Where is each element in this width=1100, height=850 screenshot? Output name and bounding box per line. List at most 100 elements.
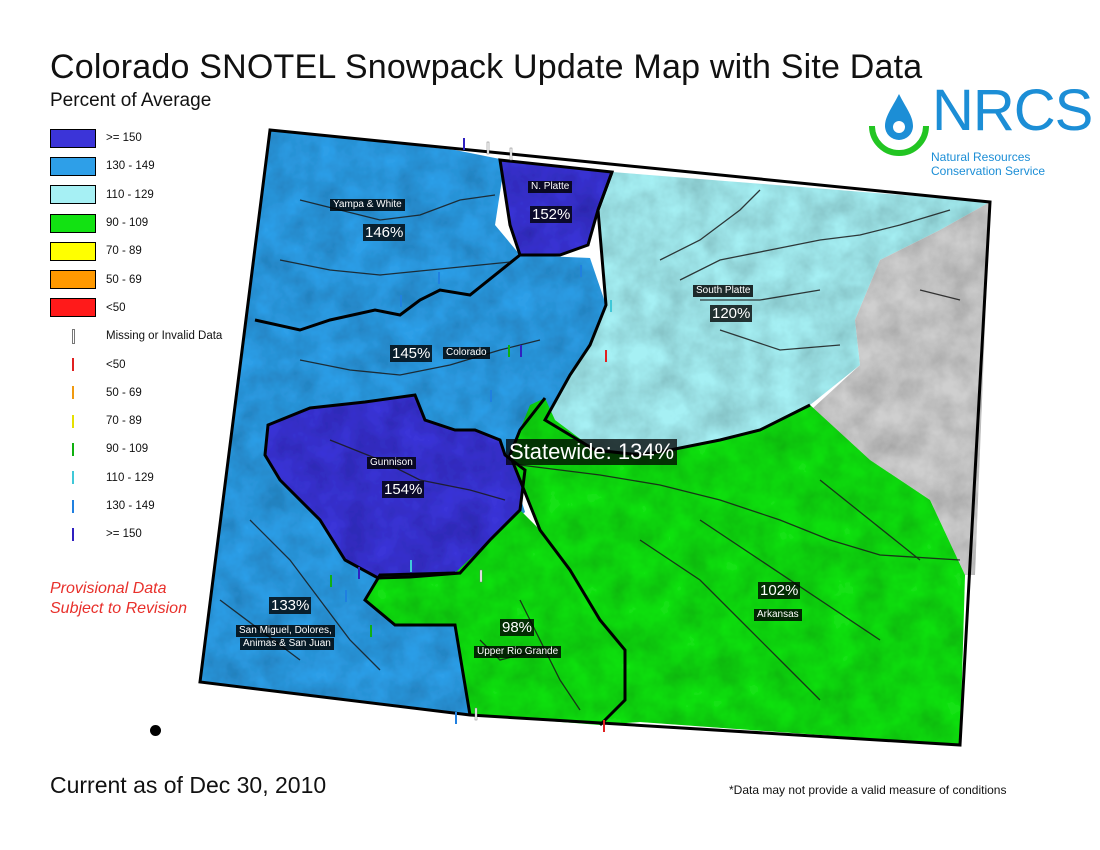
legend-basin-row: 50 - 69 xyxy=(50,265,260,293)
legend-label: 130 - 149 xyxy=(106,500,155,512)
basin-pct-gunnison: 154% xyxy=(382,481,425,498)
site-marker xyxy=(400,295,402,307)
basin-boundaries xyxy=(198,128,992,747)
site-marker xyxy=(479,569,483,583)
legend-site-row: Missing or Invalid Data xyxy=(50,322,260,350)
legend-basin-row: <50 xyxy=(50,294,260,322)
basin-label-n-platte: N. Platte xyxy=(528,181,573,193)
legend-label: 90 - 109 xyxy=(106,443,149,456)
legend-label: 50 - 69 xyxy=(106,386,142,399)
legend-label: 70 - 89 xyxy=(106,245,142,258)
logo-subtitle-line-2: Conservation Service xyxy=(931,164,1046,178)
site-marker xyxy=(358,567,360,579)
page-title: Colorado SNOTEL Snowpack Update Map with… xyxy=(50,48,923,86)
site-marker xyxy=(490,390,492,402)
site-marker xyxy=(486,141,490,155)
site-marker xyxy=(520,345,522,357)
basin-pct-yampa-white: 146% xyxy=(363,224,406,241)
legend-site-row: <50 xyxy=(50,350,260,378)
legend-site-row: >= 150 xyxy=(50,520,260,548)
site-marker xyxy=(370,625,372,637)
provisional-line-1: Provisional Data xyxy=(50,580,167,597)
site-markers xyxy=(330,138,612,732)
legend-site-row: 50 - 69 xyxy=(50,379,260,407)
legend-basin-row: 70 - 89 xyxy=(50,237,260,265)
site-marker xyxy=(330,575,332,587)
legend-basin-row: 90 - 109 xyxy=(50,209,260,237)
map-legend: >= 150 130 - 149 110 - 129 90 - 109 70 -… xyxy=(50,124,260,548)
water-drop-icon xyxy=(869,94,929,156)
basin-upper-rio-grande xyxy=(365,510,625,725)
site-marker xyxy=(509,147,513,161)
legend-swatch xyxy=(50,241,96,261)
site-marker xyxy=(603,720,605,732)
legend-label: 50 - 69 xyxy=(106,273,142,286)
basin-pct-colorado: 145% xyxy=(390,345,433,362)
site-marker xyxy=(580,265,582,277)
site-tick-icon xyxy=(72,358,74,372)
legend-label: <50 xyxy=(106,358,126,371)
legend-basin-row: 130 - 149 xyxy=(50,152,260,180)
site-tick-icon xyxy=(71,328,75,344)
site-marker xyxy=(605,350,607,362)
site-tick-icon xyxy=(72,442,74,456)
basin-pct-south-platte: 120% xyxy=(710,305,753,322)
logo-wordmark: NRCS xyxy=(932,78,1093,143)
legend-label: <50 xyxy=(106,301,126,314)
legend-site-row: 70 - 89 xyxy=(50,407,260,435)
site-tick-icon xyxy=(72,471,74,485)
legend-label: 90 - 109 xyxy=(106,217,149,230)
basin-pct-upper-rio-grande: 98% xyxy=(500,619,535,636)
site-tick-icon xyxy=(72,499,74,513)
site-tick-icon xyxy=(72,527,74,541)
site-marker xyxy=(474,707,478,721)
legend-swatch xyxy=(50,298,96,318)
basin-arkansas xyxy=(510,398,965,745)
basin-label-upper-rio-grande: Upper Rio Grande xyxy=(474,646,562,658)
basin-label-arkansas: Arkansas xyxy=(754,609,802,621)
statewide-total: Statewide: 134% xyxy=(506,439,678,465)
basin-south-platte xyxy=(545,172,990,455)
site-marker xyxy=(438,272,440,284)
legend-label: 110 - 129 xyxy=(106,471,154,484)
basin-label-colorado: Colorado xyxy=(443,347,490,359)
basin-label-san-miguel-line-2: Animas & San Juan xyxy=(240,638,334,650)
basin-label-south-platte: South Platte xyxy=(693,285,754,297)
provisional-line-2: Subject to Revision xyxy=(50,600,187,617)
basin-pct-san-miguel: 133% xyxy=(269,597,312,614)
basin-label-san-miguel-line-1: San Miguel, Dolores, xyxy=(236,625,335,637)
legend-swatch xyxy=(50,185,96,205)
logo-subtitle: Natural Resources Conservation Service xyxy=(931,150,1045,178)
legend-label: 110 - 129 xyxy=(106,188,154,201)
legend-label: 130 - 149 xyxy=(106,160,155,173)
provisional-note: Provisional Data Subject to Revision xyxy=(50,579,187,619)
current-as-of: Current as of Dec 30, 2010 xyxy=(50,772,327,798)
legend-swatch xyxy=(50,128,96,148)
legend-label: 70 - 89 xyxy=(106,415,142,428)
legend-swatch xyxy=(50,270,96,290)
legend-basin-row: >= 150 xyxy=(50,124,260,152)
data-disclaimer: *Data may not provide a valid measure of… xyxy=(729,783,1007,797)
site-tick-icon xyxy=(72,386,74,400)
legend-site-row: 90 - 109 xyxy=(50,435,260,463)
basin-pct-arkansas: 102% xyxy=(758,582,801,599)
site-marker xyxy=(508,345,510,357)
basin-pct-n-platte: 152% xyxy=(530,206,573,223)
legend-site-row: 130 - 149 xyxy=(50,492,260,520)
legend-swatch xyxy=(50,213,96,233)
site-tick-icon xyxy=(72,414,74,428)
nrcs-logo: NRCS Natural Resources Conservation Serv… xyxy=(866,82,1093,184)
site-marker xyxy=(345,590,347,602)
page-subtitle: Percent of Average xyxy=(50,90,212,111)
basin-label-yampa-white: Yampa & White xyxy=(330,199,405,211)
site-marker xyxy=(610,300,612,312)
basin-label-gunnison: Gunnison xyxy=(367,457,416,469)
site-marker xyxy=(463,138,465,150)
map-dot-icon xyxy=(150,725,161,736)
legend-label: >= 150 xyxy=(106,132,142,145)
site-marker xyxy=(455,712,457,724)
legend-label: Missing or Invalid Data xyxy=(106,330,223,343)
legend-swatch xyxy=(50,156,96,176)
legend-label: >= 150 xyxy=(106,528,142,541)
